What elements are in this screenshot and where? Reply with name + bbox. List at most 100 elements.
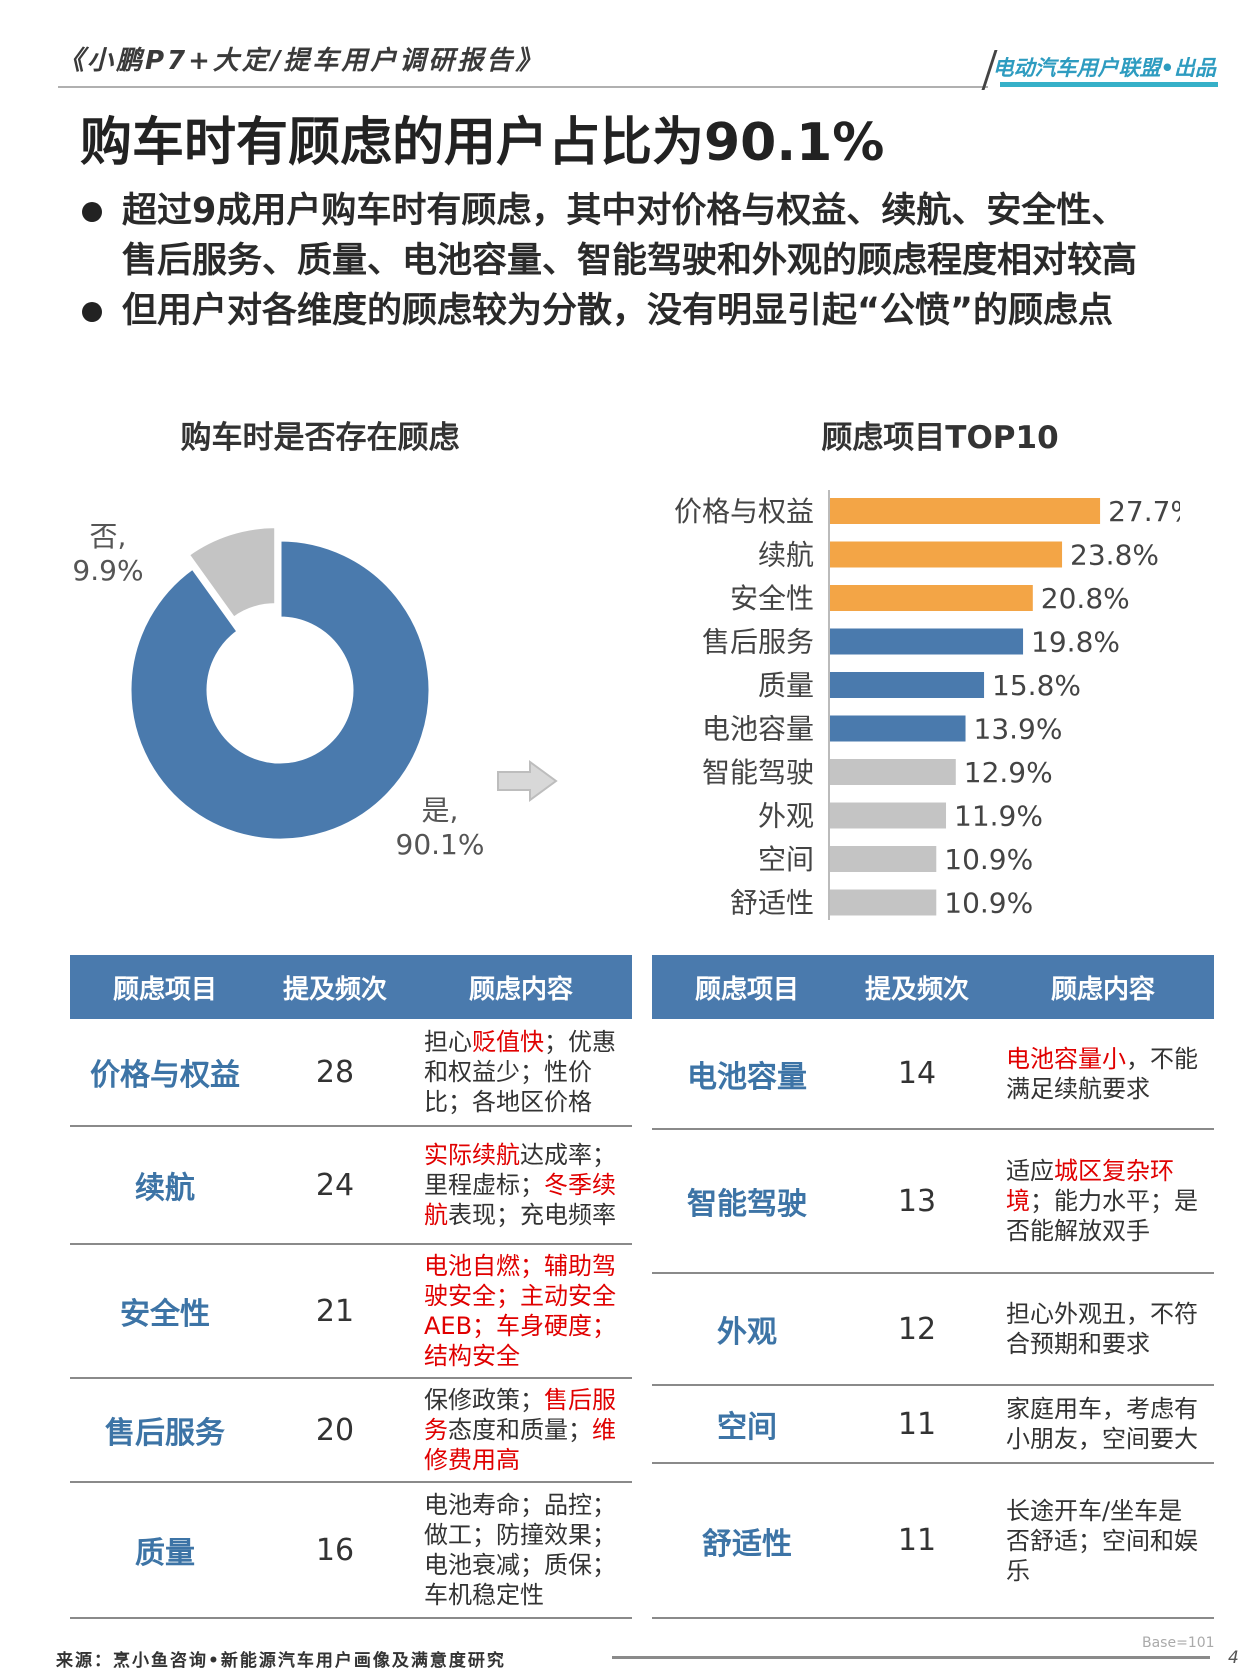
mention-count: 14 (842, 1019, 992, 1130)
bar-category-label: 质量 (758, 669, 814, 702)
bar (830, 628, 1024, 655)
concern-table-left: 顾虑项目 提及频次 顾虑内容 价格与权益 28 担心贬值快；优惠和权益少；性价比；各… (70, 955, 632, 1619)
footer-source: 来源：烹小鱼咨询•新能源汽车用户画像及满意度研究 (56, 1651, 506, 1671)
table-row: 售后服务 20 保修政策；售后服务态度和质量；维修费用高 (70, 1378, 632, 1483)
concern-content: 长途开车/坐车是否舒适；空间和娱乐 (992, 1463, 1214, 1619)
table-row: 电池容量 14 电池容量小，不能满足续航要求 (652, 1019, 1214, 1130)
table-row: 智能驾驶 13 适应城区复杂环境；能力水平；是否能解放双手 (652, 1129, 1214, 1274)
content-text: 表现；充电频率 (448, 1201, 616, 1229)
mention-count: 28 (260, 1019, 410, 1127)
bar (830, 715, 966, 742)
bar-value-label: 13.9% (974, 713, 1063, 746)
bar (830, 541, 1063, 568)
mention-count: 12 (842, 1273, 992, 1386)
mention-count: 13 (842, 1129, 992, 1274)
donut-chart-title: 购车时是否存在顾虑 (180, 420, 460, 456)
concern-item: 质量 (70, 1482, 260, 1619)
concern-content: 实际续航达成率；里程虚标；冬季续航表现；充电频率 (410, 1126, 632, 1245)
concern-item: 空间 (652, 1385, 842, 1464)
mention-count: 24 (260, 1126, 410, 1245)
bar-category-label: 舒适性 (730, 887, 814, 920)
mention-count: 20 (260, 1378, 410, 1483)
concern-content: 电池自燃；辅助驾驶安全；主动安全AEB；车身硬度；结构安全 (410, 1244, 632, 1379)
bar (830, 889, 937, 916)
bar-value-label: 10.9% (944, 887, 1033, 920)
mention-count: 21 (260, 1244, 410, 1379)
concern-item: 续航 (70, 1126, 260, 1245)
bar-value-label: 11.9% (954, 800, 1043, 833)
concern-item: 售后服务 (70, 1378, 260, 1483)
concern-item: 舒适性 (652, 1463, 842, 1619)
table-row: 质量 16 电池寿命；品控；做工；防撞效果；电池衰减；质保；车机稳定性 (70, 1482, 632, 1619)
bullet-1: 超过9成用户购车时有顾虑，其中对价格与权益、续航、安全性、 售后服务、质量、电池… (82, 186, 1137, 286)
bar (830, 672, 985, 698)
bar-chart-title: 顾虑项目TOP10 (821, 420, 1059, 456)
highlight-text: 冬季续航 (424, 1171, 616, 1229)
bullet-2: 但用户对各维度的顾虑较为分散，没有明显引起“公愤”的顾虑点 (82, 286, 1113, 336)
brand-label: 电动汽车用户联盟•出品 (992, 56, 1216, 80)
bar-category-label: 电池容量 (702, 713, 814, 746)
bar-category-label: 续航 (758, 539, 814, 572)
highlight-text: 售后服务 (424, 1386, 616, 1444)
concern-table-right: 顾虑项目 提及频次 顾虑内容 电池容量 14 电池容量小，不能满足续航要求 智能驾驶 1… (652, 955, 1214, 1619)
donut-label-yes: 是, (422, 794, 459, 827)
bar-value-label: 19.8% (1031, 626, 1120, 659)
bar-category-label: 价格与权益 (674, 495, 814, 528)
bullet-dot-icon (82, 302, 102, 322)
header-divider (58, 86, 988, 88)
concern-content: 电池寿命；品控；做工；防撞效果；电池衰减；质保；车机稳定性 (410, 1482, 632, 1619)
bar (830, 585, 1033, 611)
concern-content: 担心贬值快；优惠和权益少；性价比；各地区价格 (410, 1019, 632, 1127)
bar-category-label: 售后服务 (702, 626, 814, 659)
content-text: ；优惠和权益少；性价比；各地区价格 (424, 1028, 616, 1116)
highlight-text: 电池容量小 (1006, 1044, 1126, 1073)
bar-value-label: 20.8% (1041, 582, 1130, 615)
donut-label-no: 否, (90, 520, 127, 553)
concern-item: 价格与权益 (70, 1019, 260, 1127)
footer-divider (612, 1656, 1210, 1659)
table-row: 空间 11 家庭用车，考虑有小朋友，空间要大 (652, 1385, 1214, 1464)
bar (830, 846, 937, 872)
content-text: 家庭用车，考虑有小朋友，空间要大 (1006, 1395, 1198, 1453)
page-title: 购车时有顾虑的用户占比为90.1% (80, 113, 885, 173)
concern-item: 智能驾驶 (652, 1129, 842, 1274)
highlight-text: 电池自燃；辅助驾驶安全；主动安全AEB；车身硬度；结构安全 (424, 1252, 617, 1370)
bar-category-label: 安全性 (730, 582, 814, 615)
donut-value-no: 9.9% (72, 554, 143, 587)
concern-content: 适应城区复杂环境；能力水平；是否能解放双手 (992, 1129, 1214, 1274)
table-row: 续航 24 实际续航达成率；里程虚标；冬季续航表现；充电频率 (70, 1126, 632, 1245)
header-freq: 提及频次 (842, 955, 992, 1019)
bar-value-label: 12.9% (964, 756, 1053, 789)
page-number: 4 (1228, 1648, 1239, 1668)
brand-underline (1000, 82, 1218, 87)
content-text: 适应 (1006, 1157, 1054, 1185)
content-text: 保修政策； (424, 1386, 544, 1414)
content-text: 达成率；里程虚标； (424, 1141, 616, 1199)
concern-item: 电池容量 (652, 1019, 842, 1130)
mention-count: 11 (842, 1385, 992, 1464)
donut-slice (128, 538, 432, 842)
header-item: 顾虑项目 (652, 955, 842, 1019)
concern-content: 电池容量小，不能满足续航要求 (992, 1019, 1214, 1130)
donut-slice (186, 525, 278, 621)
highlight-text: 实际续航 (424, 1141, 520, 1169)
table-row: 舒适性 11 长途开车/坐车是否舒适；空间和娱乐 (652, 1463, 1214, 1619)
highlight-text: 城区复杂环境 (1006, 1157, 1174, 1215)
header-freq: 提及频次 (260, 955, 410, 1019)
bullet-1-line2: 售后服务、质量、电池容量、智能驾驶和外观的顾虑程度相对较高 (122, 241, 1138, 281)
bar-category-label: 智能驾驶 (702, 756, 814, 789)
bar-value-label: 27.7% (1108, 495, 1180, 528)
bar (830, 802, 947, 829)
bullet-dot-icon (82, 202, 102, 222)
header-content: 顾虑内容 (992, 955, 1214, 1019)
concern-item: 安全性 (70, 1244, 260, 1379)
header-content: 顾虑内容 (410, 955, 632, 1019)
concern-content: 担心外观丑，不符合预期和要求 (992, 1273, 1214, 1386)
base-note: Base=101 (1142, 1635, 1215, 1651)
highlight-text: 维修费用高 (424, 1416, 616, 1474)
highlight-text: 贬值快 (472, 1028, 544, 1056)
bar (830, 759, 956, 785)
bar-category-label: 空间 (758, 843, 814, 876)
report-title: 《小鹏P7+大定/提车用户调研报告》 (58, 46, 545, 76)
content-text: 担心 (424, 1028, 472, 1056)
